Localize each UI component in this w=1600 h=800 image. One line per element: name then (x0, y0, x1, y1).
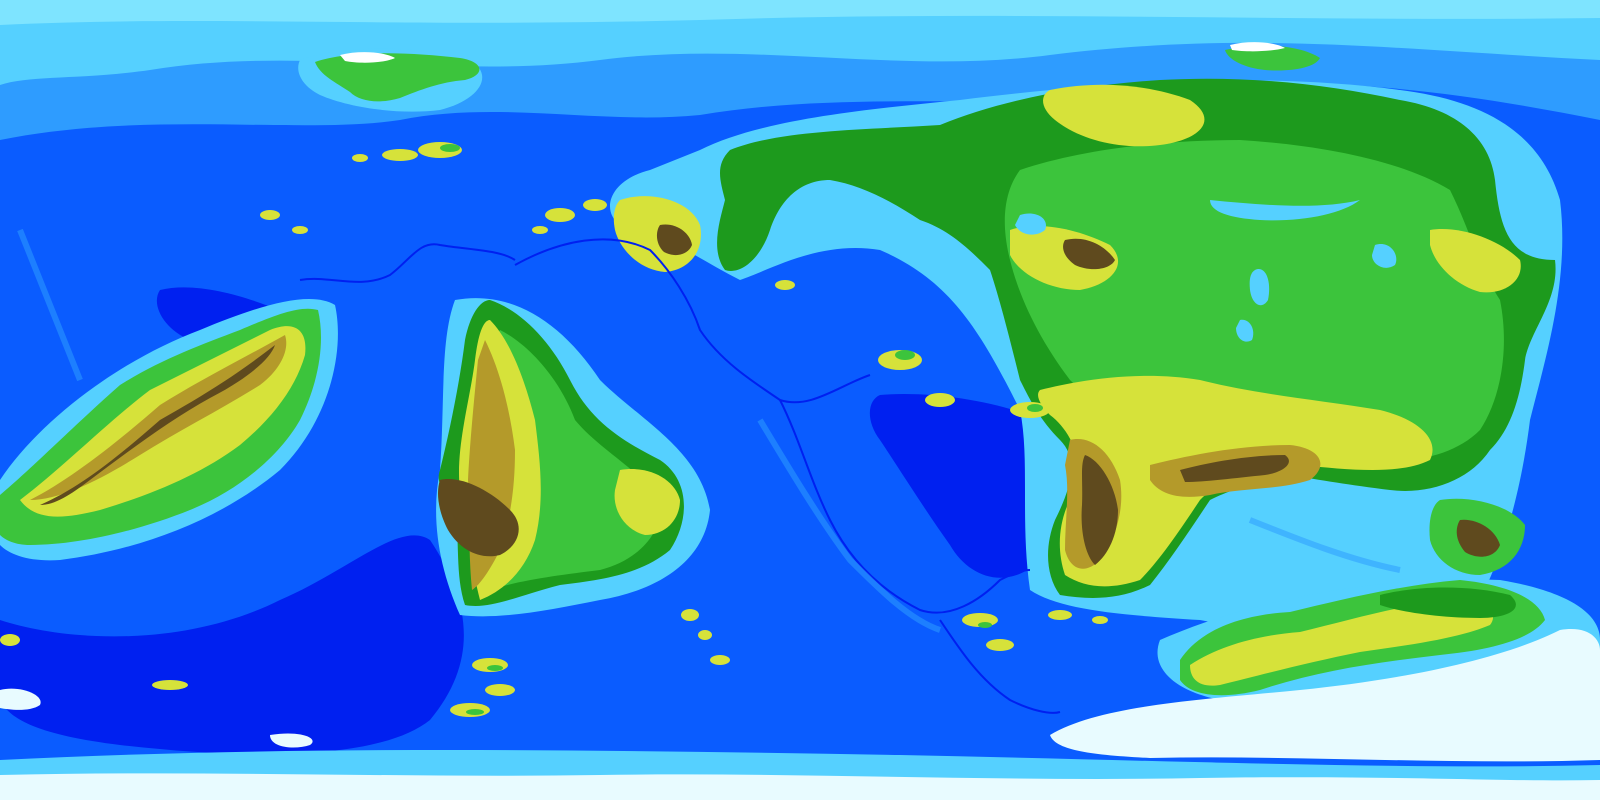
south-ice-floe (270, 733, 313, 748)
arctic-ice-shelf (0, 0, 1600, 25)
deep-basin-west (0, 535, 464, 755)
arctic-island-west (315, 52, 480, 102)
deep-basin-inner-sea (869, 394, 1067, 578)
ocean-ridges (17, 228, 1401, 633)
southern-continent (1180, 580, 1545, 696)
central-continent (437, 300, 684, 606)
inland-lakes (1015, 200, 1397, 342)
ocean-trenches (299, 238, 1061, 714)
antarctic-ice-sheet (1050, 629, 1600, 762)
island-chains (0, 142, 1108, 717)
south-polar-ice (0, 773, 1600, 800)
west-continent (0, 308, 321, 545)
arctic-island-east (1225, 42, 1320, 71)
southwest-ice-floe (0, 688, 41, 710)
